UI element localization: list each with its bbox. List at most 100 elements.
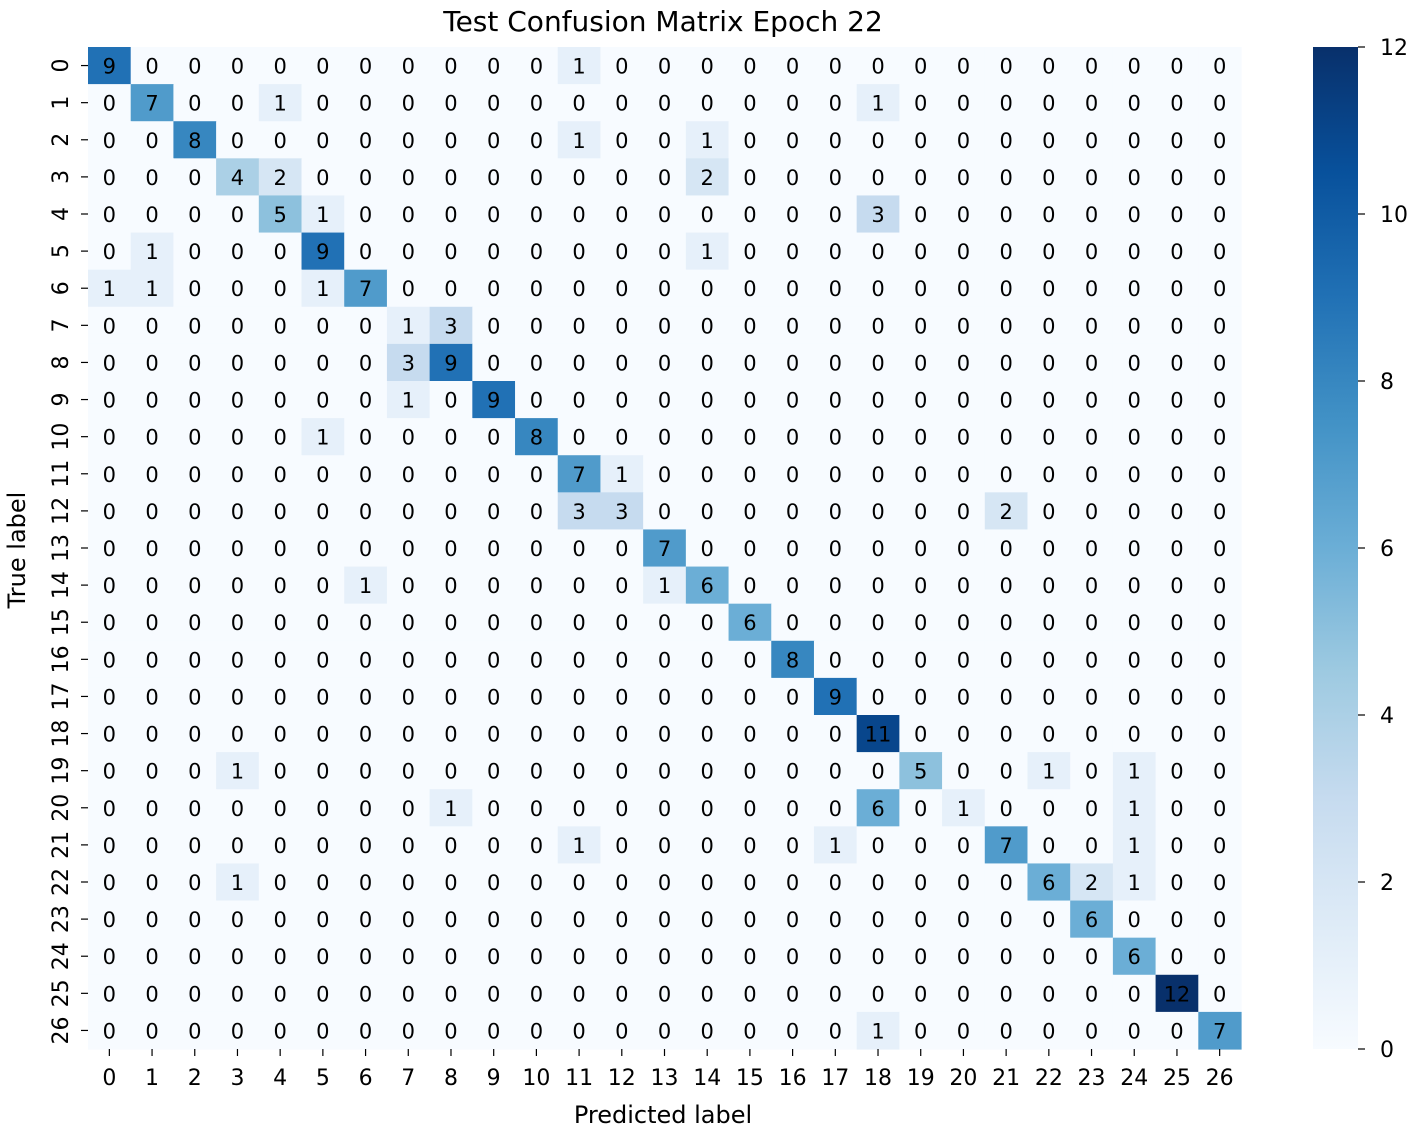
cell-value-19-4: 0 [273,760,286,784]
cell-value-5-19: 0 [914,240,927,264]
cell-value-8-9: 0 [487,351,500,375]
heatmap-cell-5-7 [386,232,431,271]
cell-value-12-4: 0 [273,500,286,524]
heatmap-cell-24-15 [728,937,772,976]
heatmap-cell-15-13 [643,603,687,642]
cell-value-2-3: 0 [231,129,244,153]
cell-value-15-11: 0 [572,611,585,635]
cell-value-24-9: 0 [487,945,500,969]
cell-value-16-26: 0 [1213,648,1226,672]
cell-value-6-23: 0 [1085,277,1098,301]
heatmap-cell-1-19 [899,84,943,122]
heatmap-cell-23-25 [1155,900,1199,939]
heatmap-cell-23-7 [386,900,431,939]
cell-value-18-26: 0 [1213,723,1226,747]
cell-value-21-15: 0 [743,834,756,858]
cell-value-26-13: 0 [658,1019,671,1043]
heatmap-cell-20-26 [1198,789,1242,827]
cell-value-22-6: 0 [359,871,372,895]
cell-value-18-14: 0 [701,723,714,747]
heatmap-cell-16-19 [899,640,943,679]
cell-value-20-17: 0 [829,797,842,821]
heatmap-cell-9-9 [472,381,516,419]
heatmap-cell-15-12 [600,603,644,642]
cell-value-18-5: 0 [316,723,329,747]
heatmap-cell-20-9 [472,789,516,827]
cell-value-10-6: 0 [359,426,372,450]
cell-value-13-14: 0 [701,537,714,561]
cell-value-11-18: 0 [871,463,884,487]
heatmap-cell-6-17 [813,269,858,308]
cell-value-4-0: 0 [103,203,116,227]
y-tick-label-24: 24 [49,942,74,970]
cell-value-7-25: 0 [1170,314,1183,338]
cell-value-5-18: 0 [871,240,884,264]
cell-value-20-1: 0 [145,797,158,821]
cell-value-24-5: 0 [316,945,329,969]
cell-value-14-6: 1 [359,574,372,598]
heatmap-cell-25-3 [216,974,260,1013]
cell-value-11-11: 7 [572,463,585,487]
heatmap-cell-19-7 [386,752,431,790]
heatmap-cell-0-6 [344,47,388,85]
heatmap-cell-5-15 [728,232,772,271]
heatmap-cell-7-0 [88,306,132,345]
cell-value-18-4: 0 [273,723,286,747]
cell-value-17-20: 0 [957,685,970,709]
heatmap-cell-25-23 [1070,974,1114,1013]
cell-value-19-7: 0 [402,760,415,784]
cell-value-19-26: 0 [1213,760,1226,784]
heatmap-cell-1-8 [429,84,473,122]
heatmap-cell-11-10 [515,455,559,493]
cell-value-23-15: 0 [743,908,756,932]
heatmap-cell-12-25 [1155,492,1199,531]
heatmap-cell-12-13 [643,492,687,531]
heatmap-cell-2-11 [557,121,602,159]
heatmap-cell-16-22 [1027,640,1071,679]
heatmap-cell-23-4 [258,900,303,939]
heatmap-cell-24-18 [856,937,900,976]
heatmap-cell-0-14 [685,47,730,85]
heatmap-cell-18-19 [899,715,943,753]
cell-value-1-17: 0 [829,92,842,116]
cell-value-4-15: 0 [743,203,756,227]
cell-value-11-6: 0 [359,463,372,487]
cell-value-19-6: 0 [359,760,372,784]
cell-value-7-11: 0 [572,314,585,338]
cell-value-1-21: 0 [999,92,1012,116]
heatmap-cell-10-4 [258,418,303,456]
cell-value-0-24: 0 [1128,55,1141,79]
cell-value-26-14: 0 [701,1019,714,1043]
y-tick-label-7: 7 [49,318,74,332]
cell-value-7-10: 0 [530,314,543,338]
heatmap-cell-10-6 [344,418,388,456]
cell-value-15-8: 0 [444,611,457,635]
cell-value-18-1: 0 [145,723,158,747]
heatmap-cell-20-7 [386,789,431,827]
cell-value-21-4: 0 [273,834,286,858]
cell-value-22-0: 0 [103,871,116,895]
colorbar [1313,47,1358,1049]
cell-value-9-25: 0 [1170,389,1183,413]
heatmap-cell-7-1 [130,306,174,345]
cell-value-2-1: 0 [145,129,158,153]
heatmap-cell-6-8 [429,269,473,308]
cell-value-16-13: 0 [658,648,671,672]
heatmap-cell-25-16 [771,974,815,1013]
heatmap-cell-25-1 [130,974,174,1013]
cell-value-13-9: 0 [487,537,500,561]
heatmap-cell-10-7 [386,418,431,456]
cell-value-3-8: 0 [444,166,457,190]
cell-value-1-1: 7 [145,92,158,116]
cell-value-24-14: 0 [701,945,714,969]
heatmap-cell-20-20 [942,789,986,827]
cell-value-12-22: 0 [1042,500,1055,524]
cell-value-20-5: 0 [316,797,329,821]
heatmap-cell-26-20 [942,1011,986,1050]
cell-value-5-17: 0 [829,240,842,264]
heatmap-cell-10-9 [472,418,516,456]
heatmap-cell-3-6 [344,158,388,197]
heatmap-cell-12-2 [173,492,217,531]
heatmap-cell-23-16 [771,900,815,939]
x-tick-label-17: 17 [821,1066,849,1091]
